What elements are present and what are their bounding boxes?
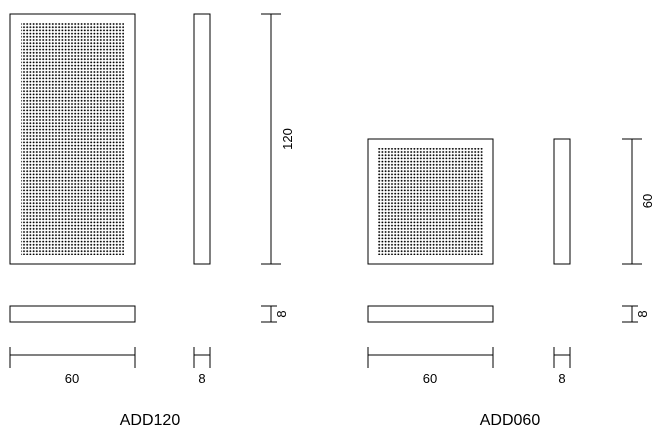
add120-thickness-dimension <box>261 305 277 323</box>
add060-side-view <box>553 138 571 265</box>
add120-side-view <box>193 13 211 265</box>
add060-depth-dimension <box>553 347 571 368</box>
add060-height-label: 60 <box>640 194 655 208</box>
add060-thickness-label: 8 <box>635 310 650 317</box>
add120-top-view <box>9 305 136 323</box>
add120-width-label: 60 <box>65 371 79 386</box>
add120-depth-dimension <box>193 347 211 368</box>
add060-top-view <box>367 305 494 323</box>
add120-height-label: 120 <box>280 128 295 150</box>
add120-height-dimension <box>261 13 281 265</box>
add120-front-view <box>9 13 136 265</box>
add060-width-dimension <box>367 347 494 368</box>
add120-model-name: ADD120 <box>120 412 181 429</box>
add060-width-label: 60 <box>423 371 437 386</box>
add060-model-name: ADD060 <box>480 412 541 429</box>
add060-thickness-dimension <box>622 305 638 323</box>
add060-depth-label: 8 <box>558 371 565 386</box>
add060-height-dimension <box>622 138 642 265</box>
add120-width-dimension <box>9 347 136 368</box>
add060-front-view <box>367 138 494 265</box>
add120-depth-label: 8 <box>198 371 205 386</box>
panel-add060: 60 8 60 8 ADD060 <box>367 138 655 429</box>
add120-thickness-label: 8 <box>274 310 289 317</box>
panel-add120: 120 8 60 8 ADD120 <box>9 13 295 429</box>
